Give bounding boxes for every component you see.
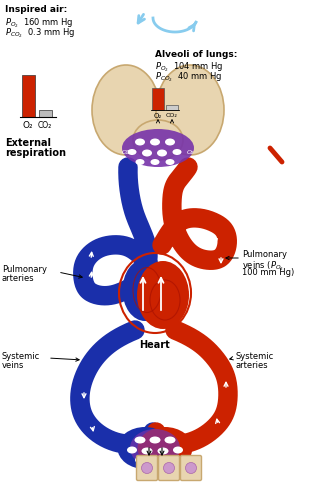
Ellipse shape	[133, 120, 183, 160]
Ellipse shape	[134, 436, 146, 444]
Circle shape	[185, 462, 197, 473]
Ellipse shape	[157, 150, 167, 156]
Text: O₂: O₂	[154, 113, 162, 119]
Text: Alveoli of lungs:: Alveoli of lungs:	[155, 50, 237, 59]
Ellipse shape	[150, 138, 160, 145]
Ellipse shape	[135, 138, 145, 145]
Ellipse shape	[156, 65, 224, 155]
Ellipse shape	[118, 427, 173, 469]
Ellipse shape	[173, 149, 182, 155]
Text: Heart: Heart	[140, 340, 170, 350]
Text: respiration: respiration	[5, 148, 66, 158]
Text: External: External	[5, 138, 51, 148]
Ellipse shape	[123, 259, 168, 321]
Ellipse shape	[137, 261, 189, 329]
Ellipse shape	[151, 159, 160, 165]
Ellipse shape	[92, 65, 160, 155]
Text: Systemic: Systemic	[2, 352, 40, 361]
Text: O₂: O₂	[186, 150, 194, 156]
Bar	[166, 105, 178, 110]
Text: veins: veins	[2, 361, 24, 370]
Text: CO₂: CO₂	[101, 412, 113, 418]
Text: O₂: O₂	[23, 121, 33, 130]
Ellipse shape	[127, 446, 137, 454]
Text: Pulmonary: Pulmonary	[242, 250, 287, 259]
Ellipse shape	[122, 129, 194, 167]
Bar	[152, 88, 164, 110]
Ellipse shape	[165, 456, 175, 464]
Text: Inspired air:: Inspired air:	[5, 5, 67, 14]
Ellipse shape	[128, 149, 137, 155]
Bar	[22, 75, 35, 117]
Ellipse shape	[157, 448, 169, 454]
Circle shape	[142, 462, 152, 473]
Text: Pulmonary: Pulmonary	[2, 265, 47, 274]
Text: 100 mm Hg): 100 mm Hg)	[242, 268, 294, 277]
Text: CO₂: CO₂	[166, 113, 178, 118]
Ellipse shape	[136, 159, 145, 165]
Text: CO₂: CO₂	[38, 121, 52, 130]
Ellipse shape	[135, 456, 145, 464]
Text: O₂: O₂	[203, 412, 211, 418]
Ellipse shape	[165, 138, 175, 145]
Ellipse shape	[130, 429, 180, 467]
Ellipse shape	[142, 150, 152, 156]
Ellipse shape	[165, 159, 174, 165]
Text: Systemic: Systemic	[235, 352, 273, 361]
Text: $P_{CO_2}$  0.3 mm Hg: $P_{CO_2}$ 0.3 mm Hg	[5, 26, 75, 40]
Bar	[39, 110, 52, 117]
FancyBboxPatch shape	[137, 456, 157, 480]
Text: arteries: arteries	[2, 274, 35, 283]
Ellipse shape	[137, 427, 193, 469]
Ellipse shape	[173, 446, 183, 454]
FancyBboxPatch shape	[180, 456, 202, 480]
Ellipse shape	[165, 436, 175, 444]
Text: veins ($P_{O_2}$: veins ($P_{O_2}$	[242, 259, 284, 272]
Ellipse shape	[150, 436, 160, 444]
Ellipse shape	[142, 448, 152, 454]
Text: $P_{O_2}$  160 mm Hg: $P_{O_2}$ 160 mm Hg	[5, 16, 74, 30]
Text: arteries: arteries	[235, 361, 268, 370]
Text: $P_{O_2}$  104 mm Hg: $P_{O_2}$ 104 mm Hg	[155, 60, 224, 74]
Text: $P_{CO_2}$  40 mm Hg: $P_{CO_2}$ 40 mm Hg	[155, 70, 222, 84]
FancyBboxPatch shape	[159, 456, 179, 480]
Circle shape	[164, 462, 174, 473]
Text: CO₂: CO₂	[122, 150, 134, 156]
Ellipse shape	[150, 456, 160, 464]
